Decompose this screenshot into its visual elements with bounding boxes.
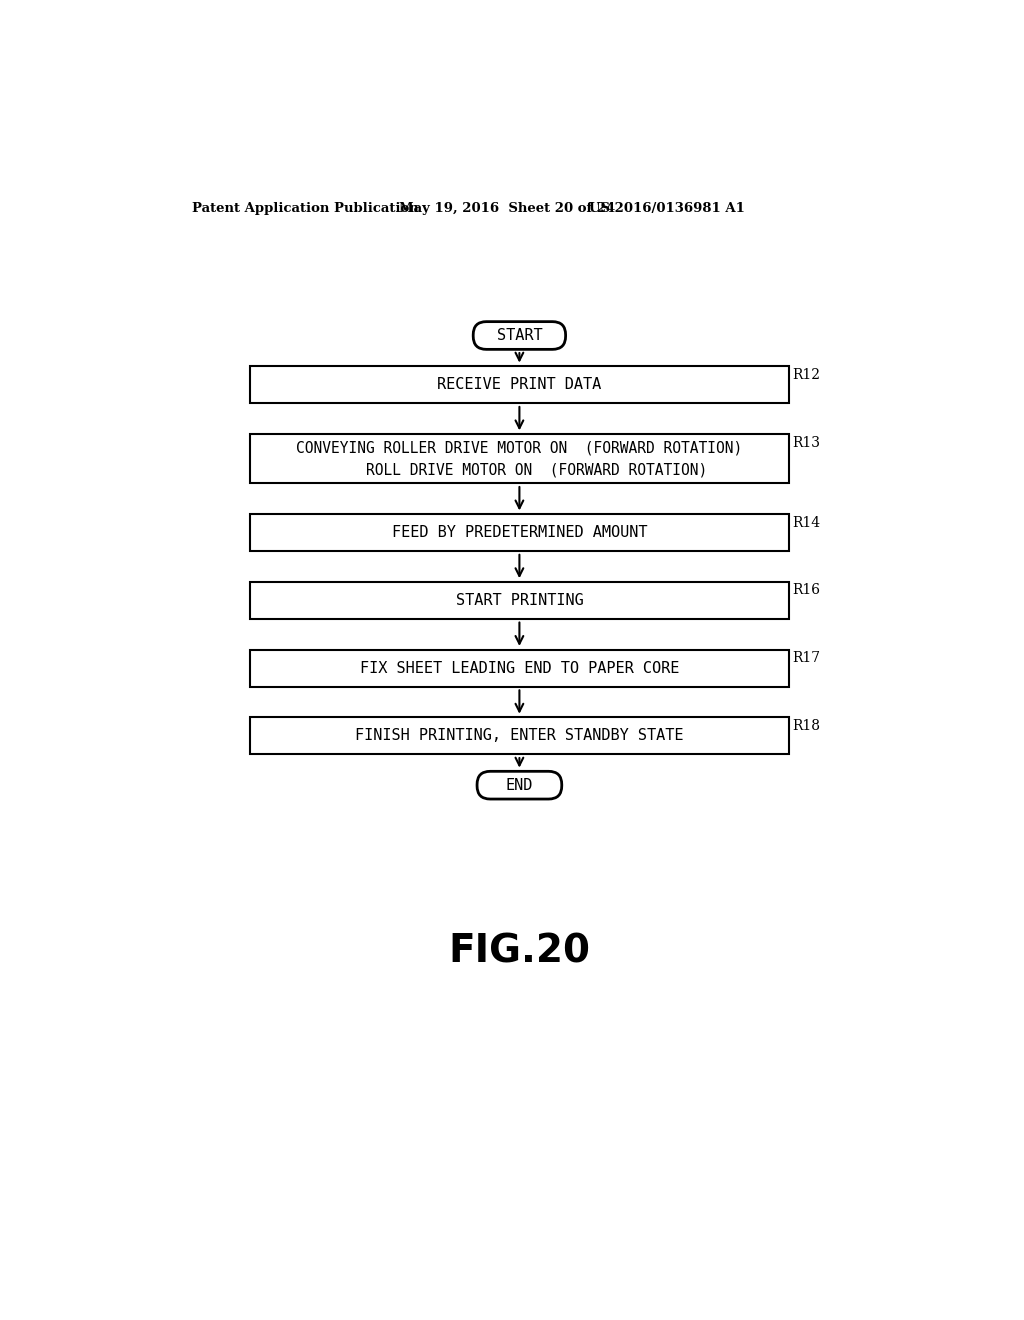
Text: FINISH PRINTING, ENTER STANDBY STATE: FINISH PRINTING, ENTER STANDBY STATE <box>355 729 684 743</box>
Bar <box>250 649 788 686</box>
Text: US 2016/0136981 A1: US 2016/0136981 A1 <box>590 202 745 215</box>
Bar <box>250 434 788 483</box>
Text: END: END <box>506 777 534 793</box>
Text: May 19, 2016  Sheet 20 of 24: May 19, 2016 Sheet 20 of 24 <box>398 202 614 215</box>
Text: CONVEYING ROLLER DRIVE MOTOR ON  (FORWARD ROTATION)
    ROLL DRIVE MOTOR ON  (FO: CONVEYING ROLLER DRIVE MOTOR ON (FORWARD… <box>296 440 742 478</box>
Text: R14: R14 <box>792 516 820 529</box>
FancyBboxPatch shape <box>477 771 562 799</box>
Text: R12: R12 <box>792 368 820 381</box>
Text: FIG.20: FIG.20 <box>449 932 591 970</box>
Text: R13: R13 <box>792 436 820 450</box>
Bar <box>250 515 788 552</box>
Text: R16: R16 <box>792 583 820 598</box>
Bar <box>250 718 788 755</box>
Text: R18: R18 <box>792 719 820 733</box>
Text: RECEIVE PRINT DATA: RECEIVE PRINT DATA <box>437 378 601 392</box>
Text: START PRINTING: START PRINTING <box>456 593 584 609</box>
FancyBboxPatch shape <box>473 322 565 350</box>
Text: START: START <box>497 327 543 343</box>
Bar <box>250 367 788 404</box>
Text: R17: R17 <box>792 651 820 665</box>
Bar <box>250 582 788 619</box>
Text: Patent Application Publication: Patent Application Publication <box>193 202 419 215</box>
Text: FIX SHEET LEADING END TO PAPER CORE: FIX SHEET LEADING END TO PAPER CORE <box>359 660 679 676</box>
Text: FEED BY PREDETERMINED AMOUNT: FEED BY PREDETERMINED AMOUNT <box>391 525 647 540</box>
